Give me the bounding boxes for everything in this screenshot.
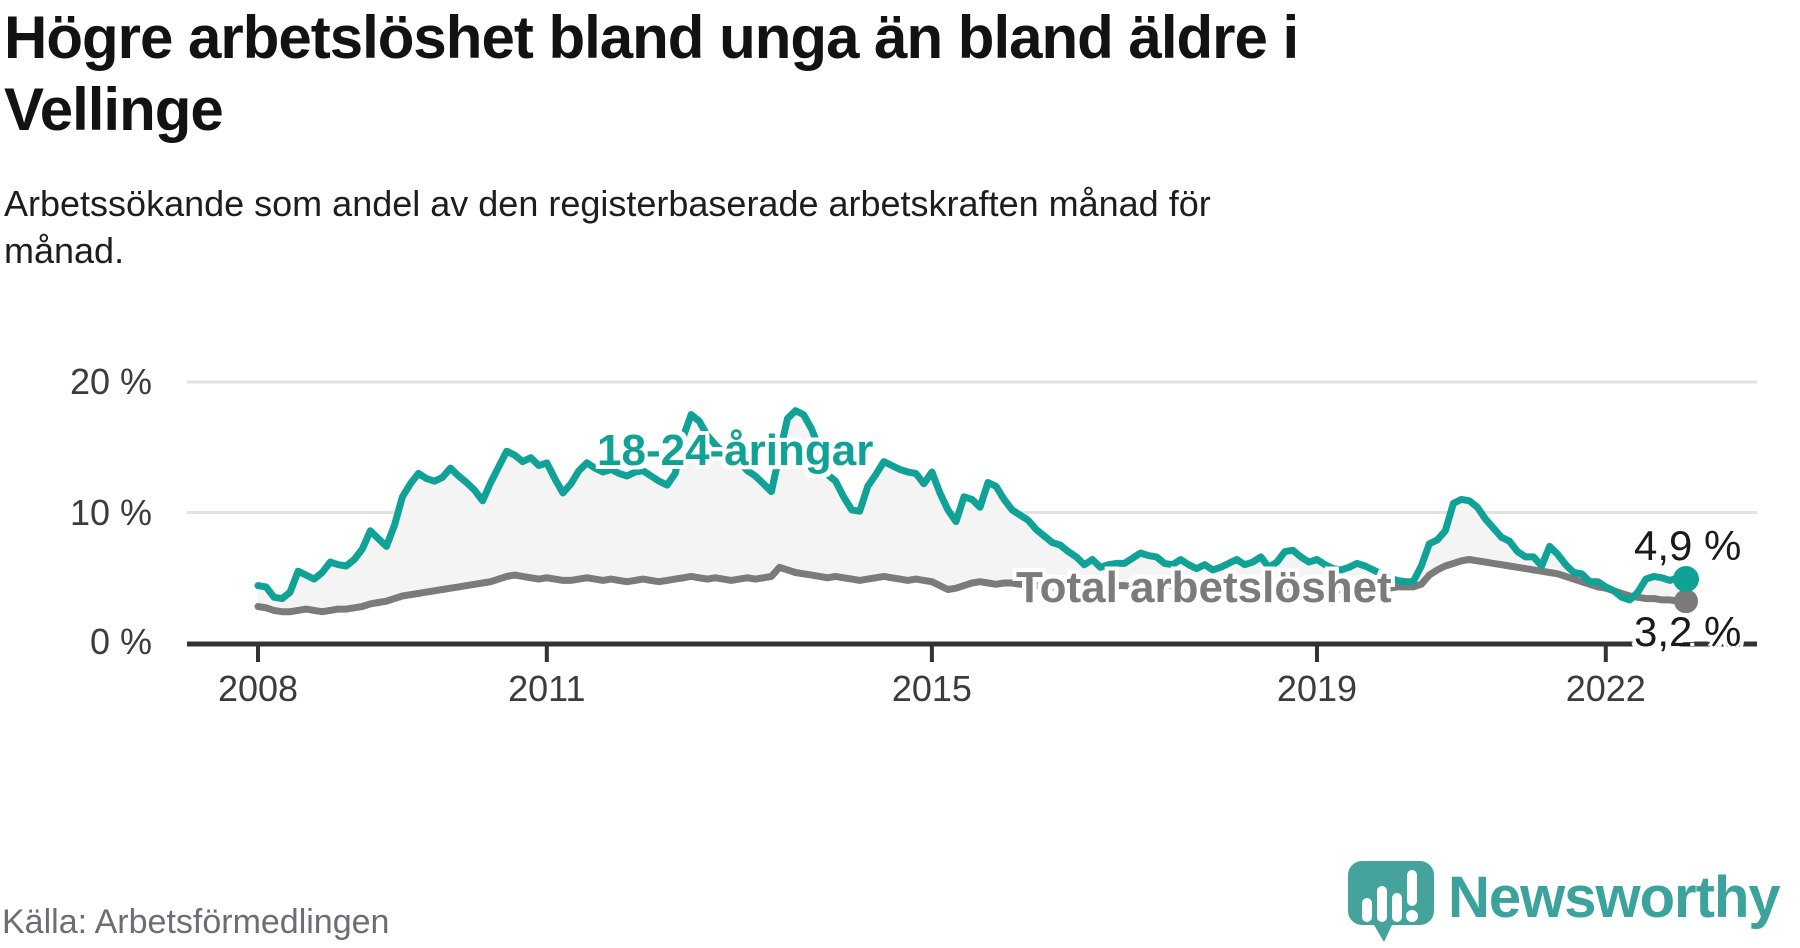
logo-bar-3 [1392, 893, 1402, 922]
total-end-dot [1674, 589, 1699, 614]
band-fill-between-series [258, 410, 1686, 612]
page-title: Högre arbetslöshet bland unga än bland ä… [4, 2, 1604, 146]
logo-exclamation-bar [1407, 870, 1417, 906]
youth-end-dot [1673, 566, 1700, 593]
x-tick-label-2019: 2019 [1276, 668, 1358, 709]
logo-bar-1 [1362, 898, 1372, 922]
total-unemployment-line [254, 556, 1690, 616]
y-tick-label-10: 10 % [69, 491, 152, 533]
newsworthy-logo: Newsworthy [1346, 858, 1800, 948]
total-series-label: Total arbetslöshet [1016, 563, 1392, 612]
title-line-1: Högre arbetslöshet bland unga än bland ä… [4, 4, 1299, 71]
x-tick-label-2015: 2015 [891, 668, 972, 709]
youth-end-value-label: 4,9 % [1634, 522, 1742, 569]
chart-subtitle: Arbetssökande som andel av den registerb… [4, 180, 1484, 274]
total-end-value-label: 3,2 % [1634, 608, 1742, 655]
youth-series-label: 18-24-åringar [597, 426, 874, 475]
youth-unemployment-line [254, 407, 1690, 604]
x-tick-label-2011: 2011 [508, 668, 586, 709]
title-line-2: Vellinge [4, 76, 224, 143]
logo-exclamation-dot [1406, 910, 1418, 922]
logo-speech-bubble [1348, 861, 1434, 942]
newsworthy-logo-icon [1348, 861, 1434, 942]
y-tick-label-20: 20 % [69, 361, 152, 402]
source-attribution: Källa: Arbetsförmedlingen [2, 903, 390, 941]
subtitle-line-1: Arbetssökande som andel av den registerb… [4, 183, 1211, 224]
subtitle-line-2: månad. [4, 230, 125, 271]
logo-bar-2 [1377, 886, 1387, 922]
y-tick-label-0: 0 % [89, 621, 152, 662]
x-tick-label-2008: 2008 [217, 668, 299, 709]
x-axis-ticks [256, 644, 1608, 662]
x-tick-label-2022: 2022 [1565, 668, 1646, 709]
newsworthy-wordmark: Newsworthy [1448, 865, 1781, 930]
